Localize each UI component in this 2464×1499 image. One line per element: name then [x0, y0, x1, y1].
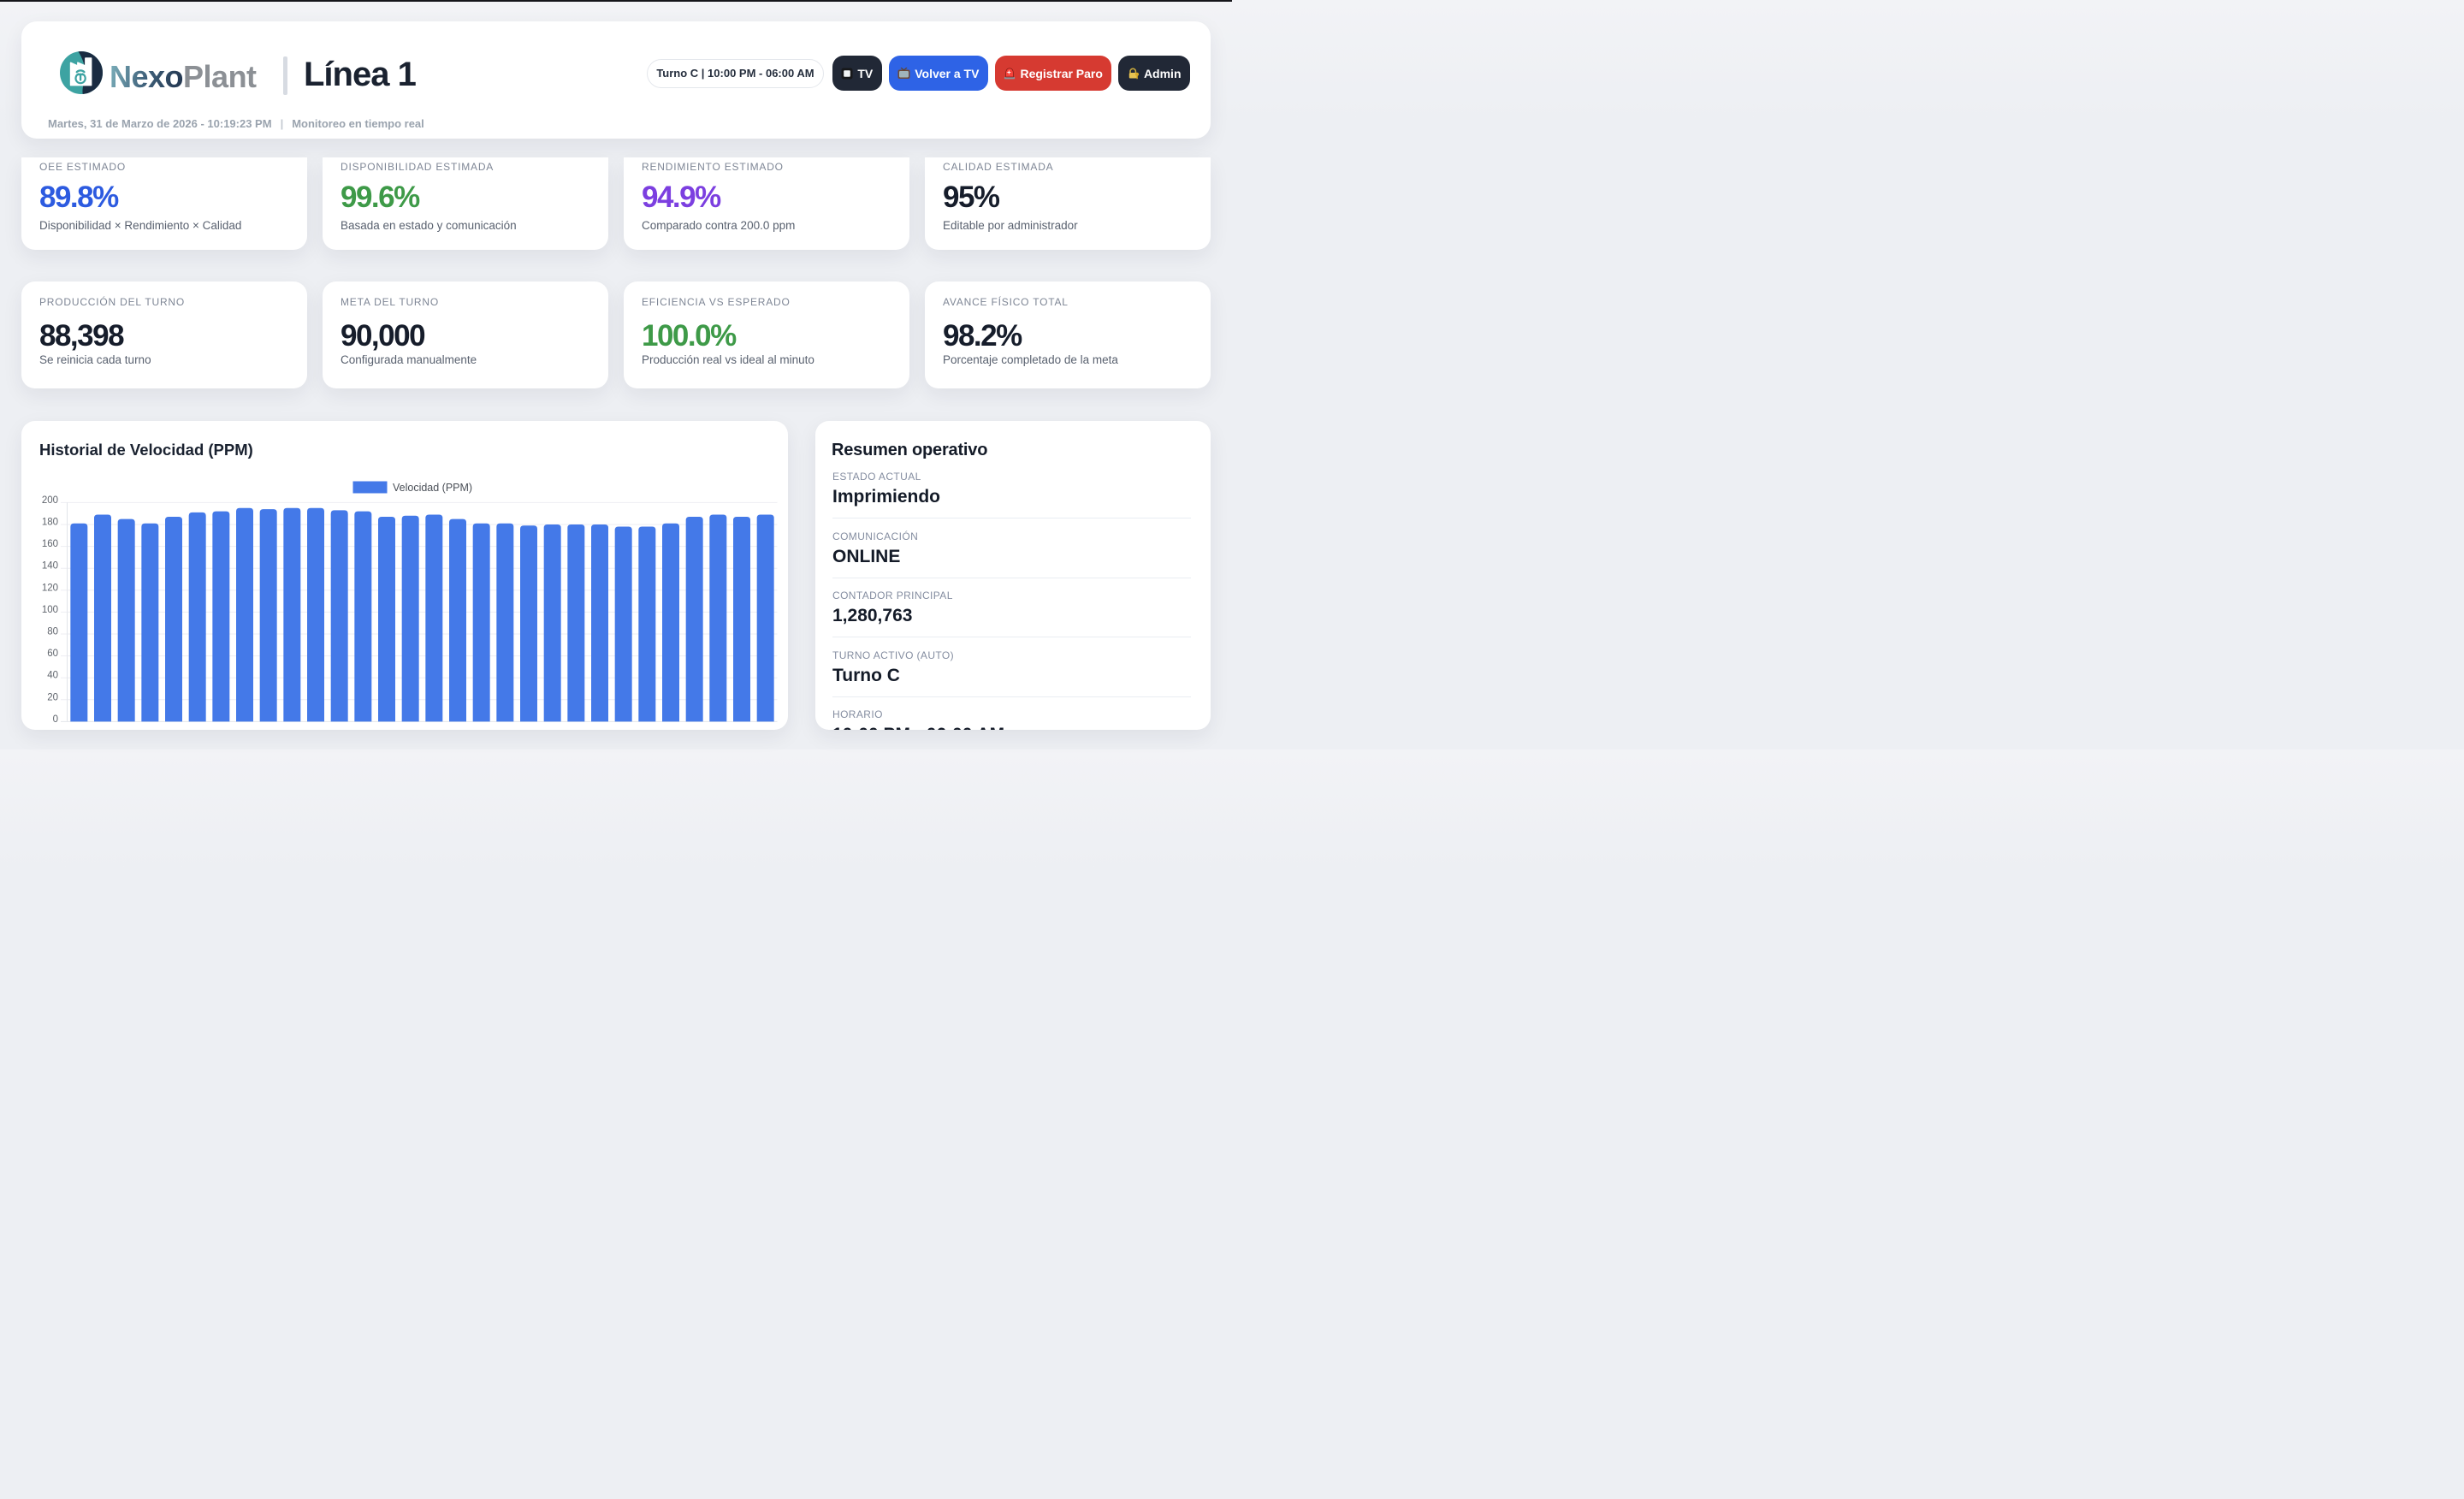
svg-text:100: 100	[42, 604, 58, 614]
svg-text:20: 20	[47, 692, 58, 702]
svg-text:160: 160	[42, 539, 58, 549]
svg-text:180: 180	[42, 517, 58, 527]
svg-text:200: 200	[42, 495, 58, 505]
svg-text:0: 0	[53, 714, 58, 724]
svg-text:40: 40	[47, 670, 58, 680]
svg-text:140: 140	[42, 560, 58, 571]
svg-text:Velocidad (PPM): Velocidad (PPM)	[393, 482, 472, 494]
svg-text:60: 60	[47, 649, 58, 659]
svg-text:80: 80	[47, 626, 58, 637]
svg-text:120: 120	[42, 583, 58, 593]
